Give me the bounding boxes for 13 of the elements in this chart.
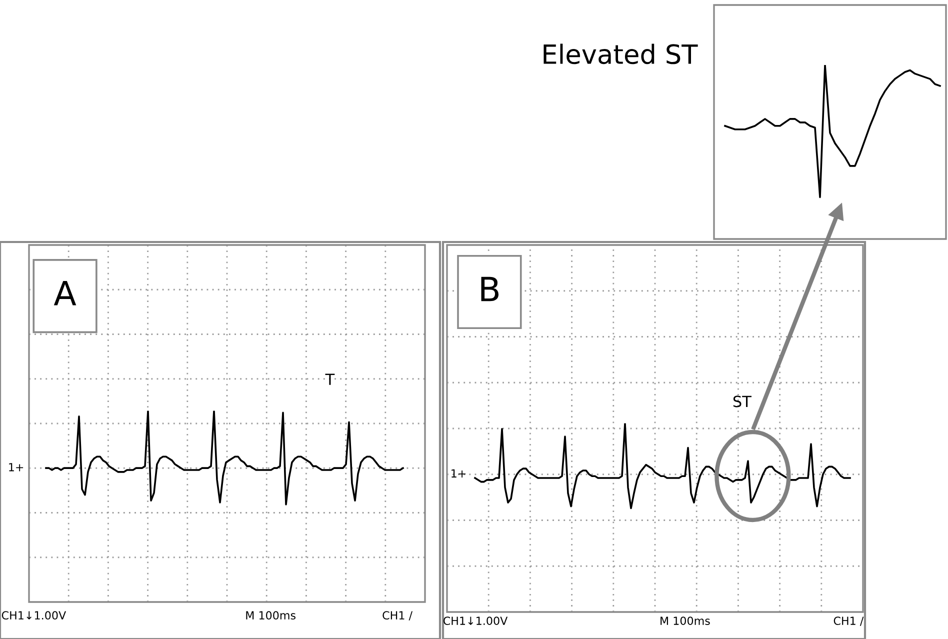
text: T — [325, 374, 335, 385]
text: 1+ — [452, 469, 466, 478]
text: CH1 / — [382, 611, 413, 620]
text: ST — [733, 396, 752, 408]
text: B — [481, 276, 499, 302]
text: CH1 / — [834, 616, 864, 626]
text: 1+ — [9, 463, 24, 472]
text: M 100ms — [660, 616, 710, 626]
text: A — [54, 280, 76, 306]
chart-title: Elevated ST — [544, 44, 698, 64]
text: CH1↓1.00V — [2, 611, 66, 620]
text: CH1↓1.00V — [443, 616, 508, 626]
text: M 100ms — [246, 611, 296, 620]
